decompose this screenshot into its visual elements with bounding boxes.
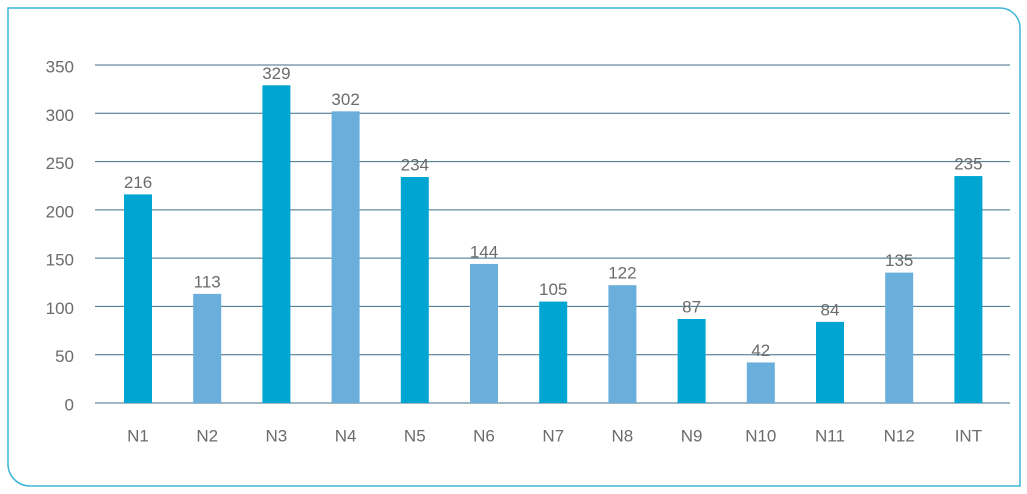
value-label: 234 — [401, 156, 429, 175]
value-label: 216 — [124, 173, 152, 192]
value-label: 105 — [539, 280, 567, 299]
x-tick-label: N4 — [335, 426, 357, 445]
frame — [7, 7, 1021, 487]
bar — [400, 177, 429, 403]
bar — [746, 362, 775, 403]
y-tick-label: 0 — [65, 395, 74, 414]
bar — [470, 263, 498, 403]
value-label: 84 — [821, 300, 840, 319]
value-label: 87 — [682, 297, 701, 316]
x-tick-label: N5 — [404, 426, 426, 445]
bar — [608, 285, 637, 403]
x-tick-label: INT — [955, 426, 982, 445]
x-tick-label: N6 — [473, 426, 495, 445]
x-tick-label: N12 — [884, 426, 915, 445]
x-tick-label: N7 — [542, 426, 564, 445]
value-label: 235 — [954, 155, 982, 174]
bar — [677, 318, 706, 403]
x-tick-label: N9 — [681, 426, 703, 445]
bar — [539, 301, 568, 403]
y-tick-label: 250 — [46, 154, 74, 173]
x-tick-label: N8 — [612, 426, 634, 445]
bar — [816, 321, 844, 403]
bar — [331, 111, 360, 404]
y-tick-label: 300 — [46, 106, 74, 125]
x-tick-label: N11 — [815, 426, 845, 445]
bar — [954, 176, 983, 403]
bar — [124, 194, 152, 403]
value-label: 329 — [262, 64, 290, 83]
value-label: 122 — [608, 264, 636, 283]
x-tick-label: N1 — [127, 426, 149, 445]
value-label: 302 — [331, 90, 359, 109]
x-tick-label: N2 — [196, 426, 218, 445]
y-tick-label: 200 — [46, 202, 74, 221]
bar — [262, 85, 291, 403]
value-label: 42 — [751, 341, 770, 360]
bar — [885, 272, 914, 403]
value-label: 135 — [885, 251, 913, 270]
bar — [193, 293, 222, 403]
y-tick-label: 50 — [55, 347, 74, 366]
x-tick-label: N10 — [745, 426, 776, 445]
value-label: 113 — [194, 272, 221, 291]
y-tick-label: 350 — [46, 57, 74, 76]
x-tick-label: N3 — [266, 426, 288, 445]
y-tick-label: 100 — [46, 299, 74, 318]
y-tick-label: 150 — [46, 251, 74, 270]
value-label: 144 — [470, 242, 498, 261]
